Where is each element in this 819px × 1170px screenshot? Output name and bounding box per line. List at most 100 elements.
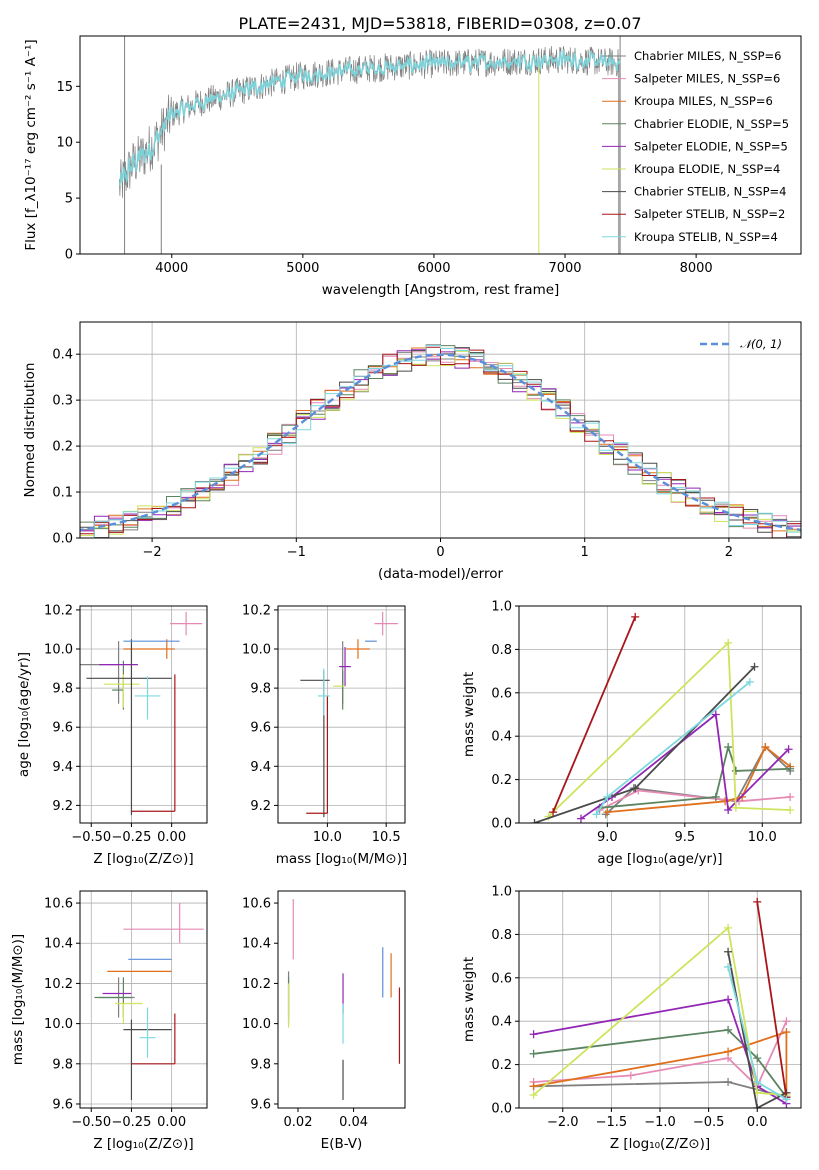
x-tick-label: −2 [143,545,162,560]
weight-marker [724,923,733,932]
weight-line [599,789,791,811]
age-vs-metallicity-panel: −0.50 −0.25 0.00 9.2 9.4 9.6 9.8 10.0 10.2 Z [log… [16,603,208,867]
mass-vs-metallicity-panel: −0.50 −0.25 0.00 9.6 9.8 10.0 10.2 10.4 10.6 Z [l… [10,890,208,1152]
weight-marker [592,810,601,819]
y-tick-label: 0.4 [491,1015,512,1030]
y-tick-label: 10.2 [242,977,271,992]
weight-marker [724,1047,733,1056]
plot-area [94,903,204,1100]
x-tick-label: 10.0 [748,830,777,845]
mass-vs-extinction-panel: 0.02 0.04 9.6 9.8 10.0 10.2 10.4 10.6 E(B-V) [242,890,406,1152]
weight-marker [786,805,795,814]
weight-marker [753,1054,762,1063]
x-tick-label: 0.0 [747,1115,768,1130]
y-axis-label: Normed distribution [22,363,38,498]
y-tick-label: 9.8 [52,682,73,697]
legend-label: Chabrier MILES, N_SSP=6 [634,49,781,63]
x-tick-label: 0.00 [157,830,186,845]
y-tick-label: 10.6 [44,897,73,912]
weight-marker [753,1077,762,1086]
x-tick-label: −0.50 [71,830,111,845]
figure-title: PLATE=2431, MJD=53818, FIBERID=0308, z=0… [238,14,641,33]
x-tick-label: −0.25 [112,1115,152,1130]
axes-frame [277,890,406,1109]
x-axis-label: wavelength [Angstrom, rest frame] [322,282,560,298]
y-tick-label: 10.2 [44,603,73,618]
plot-area [287,899,401,1100]
x-axis-label: Z [log₁₀(Z/Z⊙)] [93,851,193,867]
spectrum-panel: 4000 5000 6000 7000 8000 0 5 10 15 wavelength [An… [23,35,802,298]
y-tick-label: 9.6 [250,721,271,736]
y-tick-label: 0.4 [52,348,73,363]
x-tick-label: 0.02 [284,1115,313,1130]
y-tick-label: 0.3 [52,394,73,409]
y-tick-label: 0.4 [491,730,512,745]
y-tick-label: 0.0 [491,1102,512,1117]
y-tick-label: 15 [56,80,73,95]
y-tick-label: 10.0 [242,643,271,658]
normal-curve [80,353,801,532]
y-tick-label: 10.4 [44,937,73,952]
weight-marker [724,743,733,752]
y-tick-label: 1.0 [491,885,512,900]
x-tick-label: 0.04 [339,1115,368,1130]
x-tick-label: 2 [725,545,733,560]
x-tick-label: 1 [581,545,589,560]
legend-label: 𝒩(0, 1) [740,337,782,351]
y-tick-label: 0.6 [491,686,512,701]
x-tick-label: −1.5 [596,1115,628,1130]
x-tick-label: 0.00 [157,1115,186,1130]
plot-area [118,36,621,254]
weight-marker [731,803,740,812]
axes-frame [79,890,208,1109]
axes-frame [79,321,802,539]
x-tick-label: −0.5 [693,1115,725,1130]
axes-frame [518,605,802,824]
x-tick-label: 5000 [286,261,319,276]
weight-marker [549,808,558,817]
y-axis-label: age [log₁₀(age/yr)] [16,652,32,777]
weight-marker [724,1025,733,1034]
weight-marker [731,766,740,775]
weight-marker [631,784,640,793]
weight-vs-age-panel: 9.0 9.5 10.0 0.0 0.2 0.4 0.6 0.8 1.0 age [log₁₀(a… [461,600,802,867]
y-tick-label: 10.4 [242,937,271,952]
y-tick-label: 0.2 [491,1058,512,1073]
weight-marker [576,814,585,823]
y-tick-label: 9.8 [250,682,271,697]
legend-label: Chabrier STELIB, N_SSP=4 [634,185,786,199]
weight-marker [753,1104,762,1108]
x-tick-label: −1.0 [644,1115,676,1130]
y-tick-label: 10.2 [44,977,73,992]
y-tick-label: 0.6 [491,971,512,986]
y-tick-label: 5 [65,192,73,207]
histogram-step-line [80,345,801,538]
y-tick-label: 9.4 [250,760,271,775]
weight-marker [761,743,770,752]
y-tick-label: 9.6 [250,1097,271,1112]
x-tick-label: 9.0 [597,830,618,845]
y-tick-label: 0.2 [491,773,512,788]
y-axis-label: Flux [f_λ10⁻¹⁷ erg cm⁻² s⁻¹ A⁻¹] [23,39,39,250]
y-tick-label: 0 [65,248,73,263]
x-axis-label: Z [log₁₀(Z/Z⊙)] [93,1136,193,1152]
x-axis-label: Z [log₁₀(Z/Z⊙)] [610,1136,710,1152]
x-tick-label: 10.0 [313,830,342,845]
legend-label: Kroupa MILES, N_SSP=6 [634,94,773,108]
y-tick-label: 0.8 [491,928,512,943]
weight-marker [711,792,720,801]
weight-marker [786,764,795,773]
model-line [118,49,621,187]
weight-line [552,616,637,813]
weight-marker [724,1077,733,1086]
y-tick-label: 0.0 [491,817,512,832]
x-tick-label: 0 [436,545,444,560]
x-tick-label: 4000 [155,261,188,276]
weight-marker [529,1090,538,1099]
legend-label: Salpeter STELIB, N_SSP=2 [634,207,785,221]
y-tick-label: 0.0 [52,532,73,547]
y-tick-label: 9.2 [52,799,73,814]
x-tick-label: 10.5 [372,830,401,845]
age-vs-mass-panel: 10.0 10.5 9.2 9.4 9.6 9.8 10.0 10.2 mass [log₁₀(… [242,603,407,867]
